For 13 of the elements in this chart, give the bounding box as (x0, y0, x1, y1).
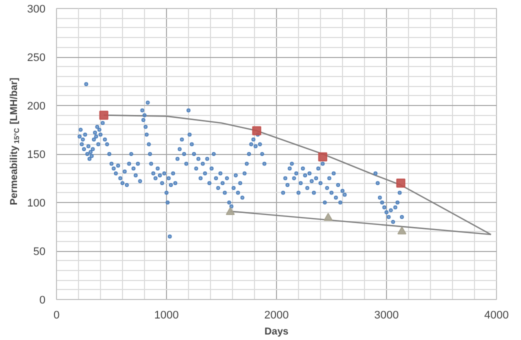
x-tick-label: 1000 (154, 310, 179, 322)
x-tick-label: 3000 (374, 310, 399, 322)
x-tick-label: 2000 (264, 310, 289, 322)
y-tick-label: 0 (39, 294, 46, 306)
x-tick-label: 0 (53, 310, 60, 322)
y-tick-label: 150 (27, 149, 46, 161)
y-tick-label: 50 (33, 246, 46, 258)
y-tick-label: 250 (27, 52, 46, 64)
y-tick-label: 300 (27, 4, 46, 16)
x-axis-title: Days (264, 326, 289, 338)
x-tick-label: 4000 (484, 310, 509, 322)
y-tick-label: 100 (27, 198, 46, 210)
y-tick-label: 200 (27, 100, 46, 112)
